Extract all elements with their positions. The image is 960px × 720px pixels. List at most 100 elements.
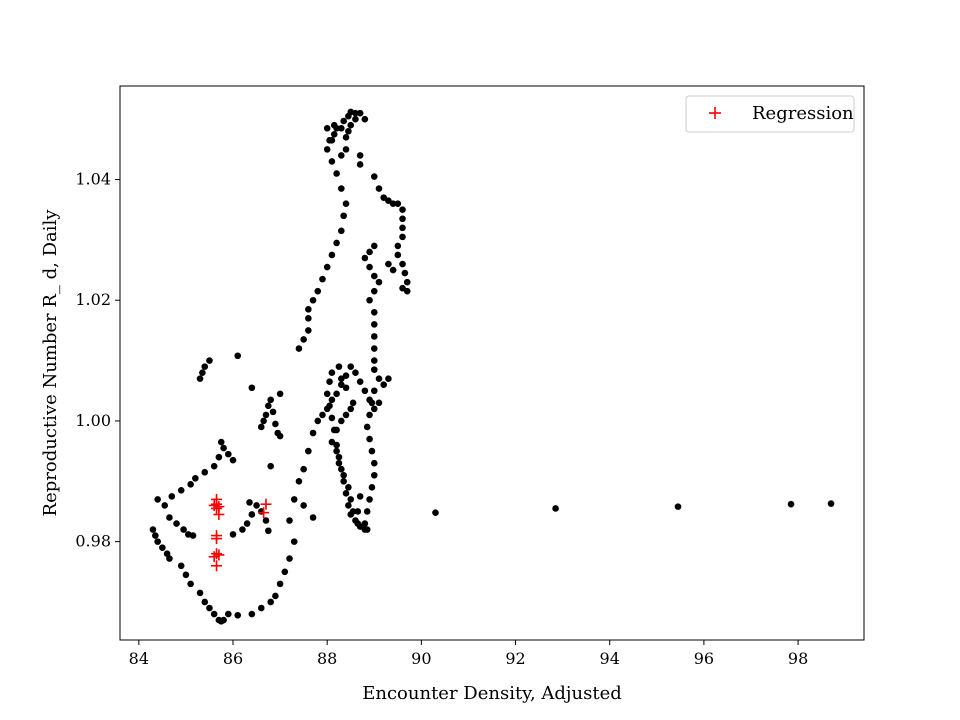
data-point xyxy=(342,133,350,141)
data-point xyxy=(361,526,369,533)
data-point xyxy=(262,517,270,524)
data-point xyxy=(370,405,378,413)
data-point xyxy=(229,456,237,464)
data-point xyxy=(370,321,378,328)
data-point xyxy=(305,327,312,334)
data-point xyxy=(166,514,173,521)
data-point xyxy=(328,251,336,259)
data-point xyxy=(338,375,345,382)
data-point xyxy=(363,508,371,515)
data-point xyxy=(827,500,835,507)
data-point xyxy=(246,499,253,506)
data-point xyxy=(269,408,277,416)
data-point xyxy=(328,137,336,144)
data-point xyxy=(552,505,559,512)
data-point xyxy=(248,384,256,392)
data-point xyxy=(276,432,284,440)
legend: Regression xyxy=(685,95,855,133)
data-point xyxy=(187,580,194,588)
data-point xyxy=(340,117,347,125)
data-point xyxy=(356,493,364,500)
data-point xyxy=(333,170,340,177)
data-point xyxy=(345,112,352,120)
data-point xyxy=(326,378,333,386)
data-point xyxy=(356,378,364,386)
x-tick-label: 98 xyxy=(788,649,808,668)
data-point xyxy=(370,287,378,295)
data-point xyxy=(206,357,213,364)
data-point xyxy=(347,511,355,518)
data-point xyxy=(154,496,161,503)
data-point xyxy=(177,487,185,494)
regression-point xyxy=(208,551,220,563)
data-point xyxy=(323,146,331,153)
data-point xyxy=(366,263,373,271)
data-point xyxy=(182,571,190,579)
data-point xyxy=(333,447,340,455)
x-axis-label: Encounter Density, Adjusted xyxy=(362,683,622,704)
data-point xyxy=(370,471,378,479)
data-point xyxy=(220,444,227,452)
data-point xyxy=(338,417,345,425)
data-point xyxy=(370,173,378,180)
plot-frame xyxy=(119,85,865,641)
data-point xyxy=(342,200,350,207)
data-point xyxy=(201,598,209,606)
data-point xyxy=(347,496,355,503)
data-point xyxy=(267,598,274,606)
regression-point xyxy=(213,549,225,561)
x-tick-label: 88 xyxy=(317,649,337,668)
data-point xyxy=(276,580,284,588)
data-point xyxy=(272,420,279,428)
data-point xyxy=(352,115,359,123)
data-point xyxy=(347,121,355,129)
data-point xyxy=(239,526,246,533)
data-point xyxy=(366,411,373,419)
data-point xyxy=(380,381,387,389)
data-point xyxy=(368,484,376,491)
data-point xyxy=(189,532,197,539)
x-tick-label: 96 xyxy=(694,649,714,668)
data-point xyxy=(347,363,355,370)
data-point xyxy=(309,514,317,521)
data-point xyxy=(370,459,378,467)
data-point xyxy=(389,200,397,207)
data-point xyxy=(210,462,218,470)
data-point xyxy=(257,604,265,612)
data-point xyxy=(243,520,251,527)
data-point xyxy=(319,411,326,419)
data-point xyxy=(338,227,345,235)
regression-point xyxy=(208,499,220,511)
data-point xyxy=(286,517,293,524)
data-point xyxy=(225,450,232,458)
data-point xyxy=(330,130,338,138)
data-points-black xyxy=(149,108,835,625)
data-point xyxy=(366,296,373,304)
regression-point xyxy=(213,501,225,513)
data-point xyxy=(192,474,199,482)
data-point xyxy=(149,526,157,533)
data-point xyxy=(309,429,317,437)
data-point xyxy=(352,517,359,524)
x-tick-label: 86 xyxy=(223,649,243,668)
data-point xyxy=(340,477,347,485)
data-point xyxy=(166,555,173,562)
data-point xyxy=(161,502,169,509)
data-point xyxy=(333,390,340,398)
data-point xyxy=(389,266,397,274)
data-point xyxy=(187,481,194,488)
data-point xyxy=(159,544,166,551)
data-point xyxy=(201,363,209,370)
data-point xyxy=(345,502,352,509)
data-point xyxy=(370,366,378,373)
data-point xyxy=(345,484,352,491)
data-point xyxy=(354,508,362,515)
y-tick-label: 1.02 xyxy=(75,290,111,309)
data-point xyxy=(333,124,340,132)
data-point xyxy=(173,520,180,527)
data-point xyxy=(267,396,274,404)
data-point xyxy=(349,399,357,407)
data-point xyxy=(338,185,345,192)
data-point xyxy=(342,411,350,419)
